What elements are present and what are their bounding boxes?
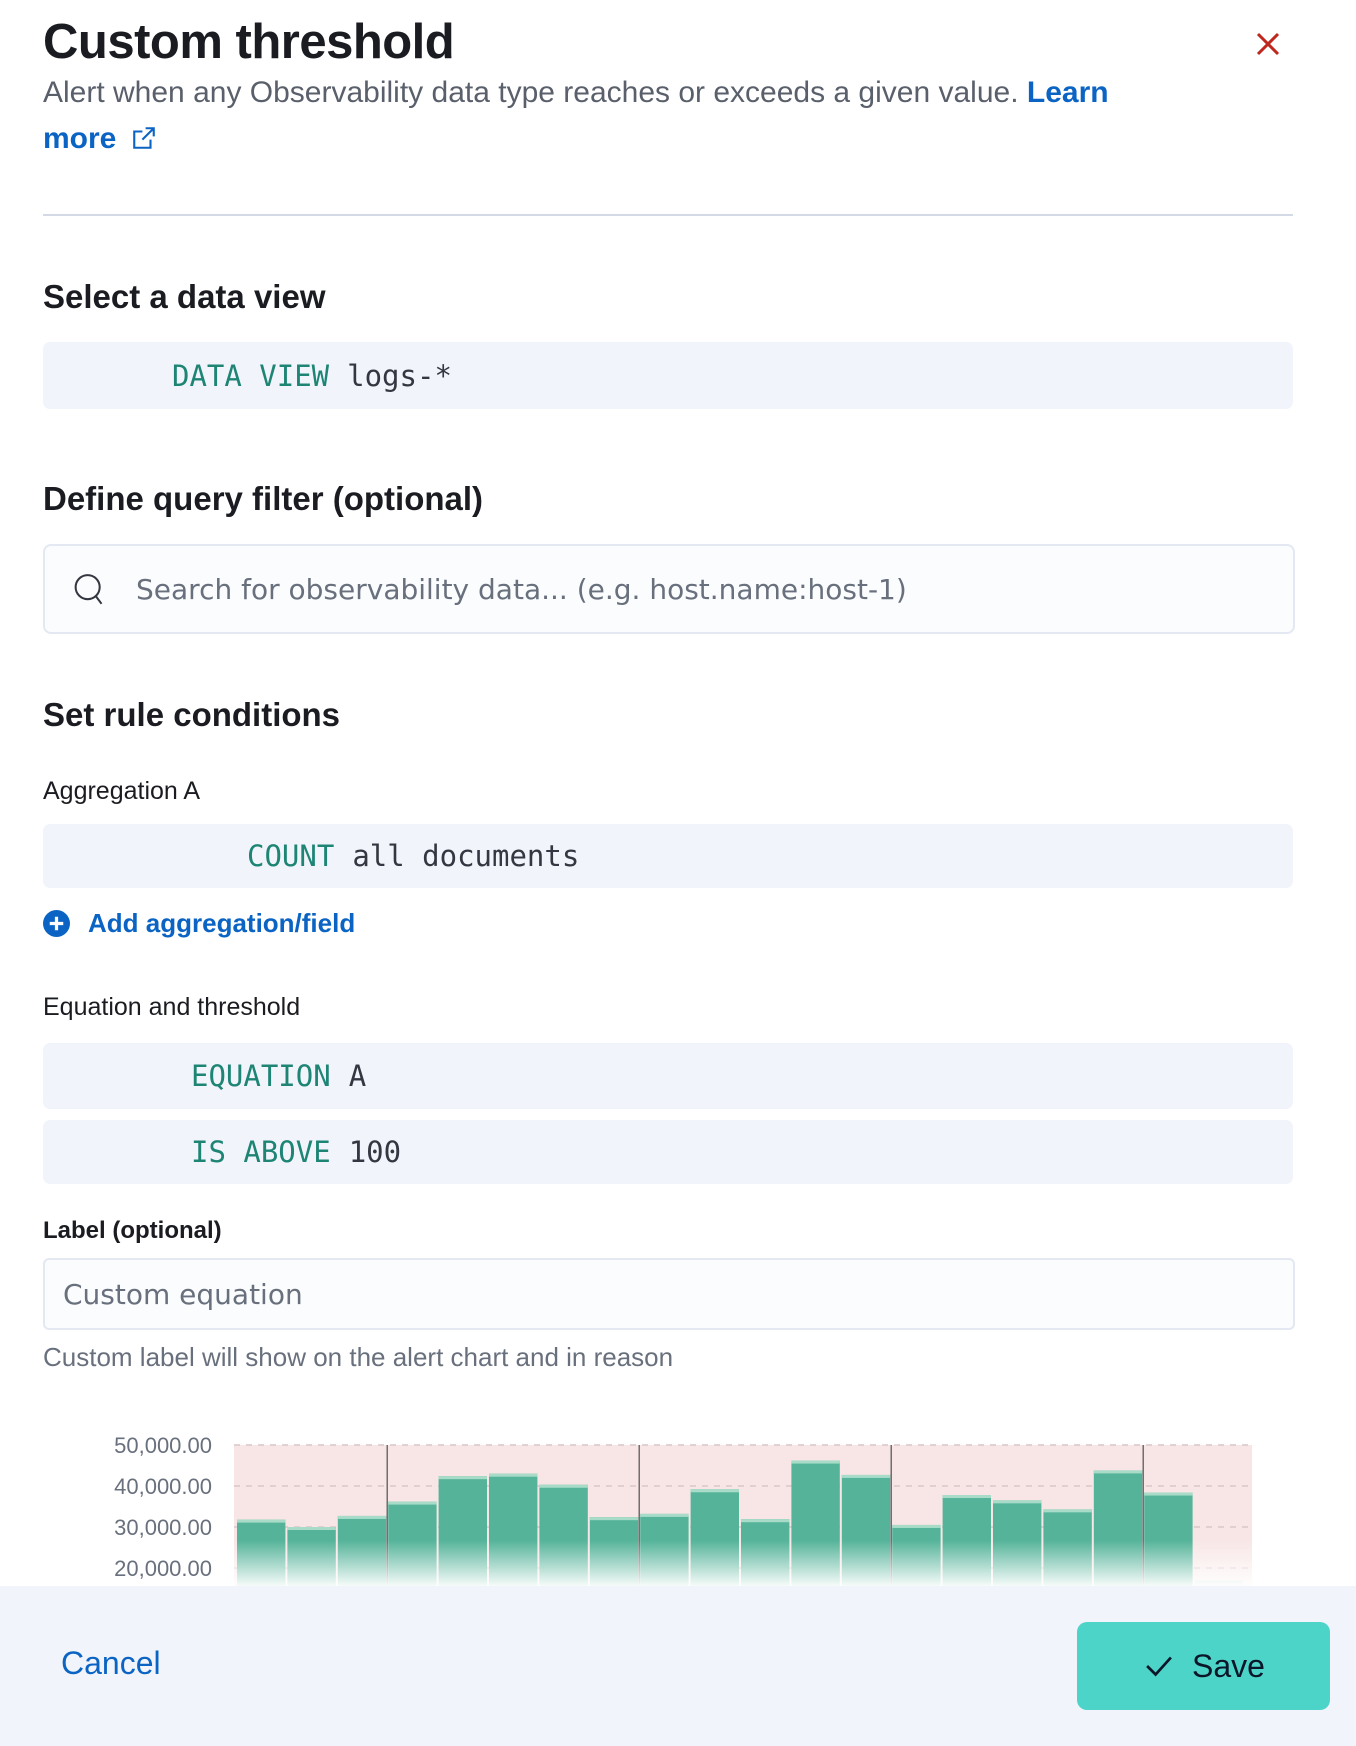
- data-view-value: logs-*: [347, 358, 452, 393]
- bar-top: [690, 1489, 739, 1493]
- data-view-keyword: DATA VIEW: [172, 358, 330, 393]
- aggregation-a-label: Aggregation A: [43, 777, 201, 805]
- bar-top: [539, 1484, 588, 1488]
- data-view-selector[interactable]: DATA VIEW logs-*: [43, 342, 1293, 409]
- threshold-value: 100: [348, 1135, 402, 1169]
- custom-label-field[interactable]: [43, 1258, 1295, 1330]
- threshold-expression[interactable]: IS ABOVE 100: [43, 1120, 1293, 1184]
- bar-top: [438, 1476, 487, 1480]
- query-filter-search[interactable]: [43, 544, 1295, 634]
- plus-circle-icon: [43, 910, 70, 937]
- aggregation-keyword: COUNT: [247, 839, 335, 873]
- rule-conditions-heading: Set rule conditions: [43, 696, 341, 733]
- cancel-button[interactable]: Cancel: [61, 1645, 161, 1681]
- aggregation-a-expression[interactable]: COUNT all documents: [43, 824, 1293, 888]
- bar-top: [1144, 1492, 1193, 1496]
- equation-threshold-label: Equation and threshold: [43, 993, 301, 1021]
- check-icon: [1146, 1656, 1172, 1677]
- bar-top: [993, 1500, 1042, 1504]
- add-aggregation-button[interactable]: Add aggregation/field: [43, 908, 355, 939]
- bar-top: [287, 1527, 336, 1530]
- bar-top: [892, 1524, 941, 1528]
- close-icon: [1256, 32, 1280, 56]
- data-view-heading: Select a data view: [43, 278, 326, 315]
- add-aggregation-label: Add aggregation/field: [88, 908, 356, 938]
- equation-expression[interactable]: EQUATION A: [43, 1043, 1293, 1109]
- threshold-keyword: IS ABOVE: [191, 1135, 331, 1169]
- bar-top: [388, 1501, 437, 1505]
- custom-label-input[interactable]: [61, 1276, 1293, 1312]
- bar-top: [337, 1515, 387, 1519]
- y-tick-label: 50,000.00: [114, 1433, 212, 1458]
- external-link-icon: [132, 127, 155, 149]
- bar-top: [942, 1495, 991, 1499]
- save-button[interactable]: Save: [1077, 1622, 1330, 1710]
- equation-value: A: [348, 1059, 367, 1093]
- bar-top: [237, 1519, 286, 1523]
- flyout-title: Custom threshold: [43, 15, 455, 69]
- bar-top: [841, 1474, 891, 1478]
- query-filter-input[interactable]: [134, 571, 1293, 607]
- bar-top: [640, 1513, 689, 1517]
- subtitle-text: Alert when any Observability data type r…: [43, 76, 1019, 109]
- bar-top: [741, 1519, 790, 1523]
- query-filter-heading: Define query filter (optional): [43, 480, 484, 517]
- aggregation-value: all documents: [352, 839, 580, 873]
- bar-top: [1043, 1509, 1092, 1513]
- flyout-subtitle: Alert when any Observability data type r…: [43, 70, 1263, 162]
- header-divider: [43, 214, 1293, 216]
- learn-more-text-2: more: [43, 122, 117, 155]
- y-tick-label: 40,000.00: [114, 1474, 212, 1499]
- learn-more-link[interactable]: Learn more: [43, 76, 1109, 155]
- learn-more-text-1: Learn: [1026, 76, 1109, 109]
- save-label: Save: [1192, 1647, 1265, 1684]
- y-tick-label: 20,000.00: [114, 1556, 212, 1581]
- custom-label-label: Label (optional): [43, 1217, 222, 1244]
- search-icon: [74, 574, 103, 605]
- close-button[interactable]: [1250, 26, 1286, 62]
- chart-fade: [230, 1540, 1260, 1586]
- equation-keyword: EQUATION: [191, 1059, 331, 1093]
- y-tick-label: 30,000.00: [114, 1515, 212, 1540]
- bar-top: [589, 1517, 639, 1521]
- bar-top: [489, 1473, 538, 1477]
- bar-top: [791, 1460, 840, 1464]
- bar-top: [1093, 1470, 1143, 1474]
- custom-label-help: Custom label will show on the alert char…: [43, 1342, 674, 1372]
